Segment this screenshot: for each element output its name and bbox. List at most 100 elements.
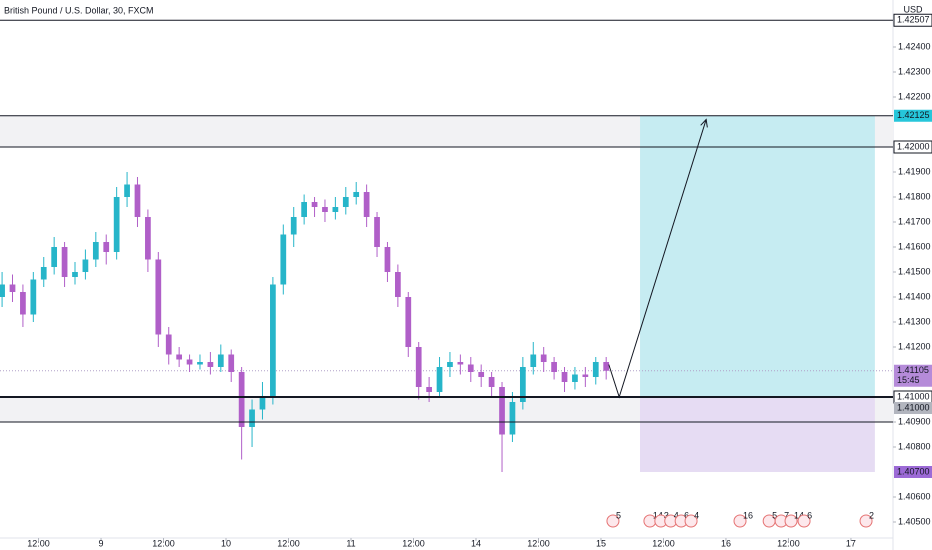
candle-body: [103, 242, 110, 252]
candle-body: [415, 347, 422, 387]
plot: 1.40500 1.40600 1.40800 1.40900 1.41200 1.413…: [0, 13, 932, 548]
x-tick-label: 12:00: [652, 538, 675, 548]
event-icon[interactable]: [684, 514, 698, 528]
event-count: 5: [772, 510, 777, 520]
candle-body: [51, 247, 58, 267]
y-tick-label: 1.40500: [898, 516, 931, 526]
target-price-tag: 1.42125: [897, 110, 930, 120]
x-tick-label: 10: [221, 538, 231, 548]
y-tick-label: 1.40800: [898, 441, 931, 451]
candle-body: [551, 362, 557, 372]
candle-body: [228, 354, 235, 372]
event-count: 6: [807, 510, 812, 520]
candle-body: [447, 362, 453, 367]
event-icon[interactable]: [797, 514, 811, 528]
event-count: 5: [616, 510, 621, 520]
candle-body: [0, 284, 5, 297]
target-price-tag-bg: [894, 109, 932, 122]
candle-body: [603, 362, 610, 371]
line-price-tag-bg: [893, 140, 932, 154]
x-tick-label: 15: [596, 538, 606, 548]
event-icon[interactable]: [859, 514, 873, 528]
x-tick-label: 11: [346, 538, 355, 548]
y-tick-label: 1.42400: [898, 41, 931, 51]
candle-body: [311, 202, 318, 207]
candle-body: [134, 184, 141, 217]
y-tick-label: 1.41900: [898, 166, 931, 176]
current-price-tag: 1.41105: [897, 365, 929, 375]
candle-body: [592, 362, 599, 377]
candle-body: [217, 354, 224, 367]
x-tick-label: 12:00: [402, 538, 425, 548]
candle-body: [561, 372, 568, 382]
candle-body: [165, 334, 172, 355]
event-count: 4: [694, 510, 699, 520]
target-zone: [640, 115, 875, 397]
line-price-tag-bg: [893, 13, 932, 27]
x-tick-label: 12:00: [527, 538, 550, 548]
candle-body: [426, 387, 432, 392]
y-tick-label: 1.41500: [898, 266, 931, 276]
candle-body: [530, 354, 537, 367]
event-count: 6: [684, 510, 689, 520]
candle-body: [61, 247, 68, 277]
candle-body: [113, 197, 120, 252]
candle-body: [572, 374, 578, 382]
line-price-tag: 1.42507: [897, 15, 930, 25]
candle-body: [509, 402, 516, 435]
candle-body: [540, 354, 547, 362]
y-tick-label: 1.41600: [898, 241, 931, 251]
y-tick-label: 1.41300: [898, 316, 931, 326]
line-price-tag: 1.42000: [897, 141, 930, 151]
candle-body: [30, 279, 37, 315]
countdown: 15:45: [897, 375, 920, 385]
candle-body: [488, 377, 495, 387]
x-tick-label: 17: [846, 538, 856, 548]
event-count: 7: [784, 510, 789, 520]
event-count: 16: [743, 510, 753, 520]
event-icon[interactable]: [733, 514, 747, 528]
candle-body: [207, 362, 214, 367]
stop-price-tag: 1.40700: [897, 466, 930, 476]
entry-price-tag-bg: [894, 402, 932, 414]
x-tick-label: 16: [721, 538, 731, 548]
candle-body: [374, 217, 380, 247]
x-tick-label: 12:00: [277, 538, 300, 548]
x-tick-label: 9: [99, 538, 104, 548]
candle-body: [332, 207, 339, 212]
candle-body: [322, 207, 328, 212]
event-count: 2: [869, 510, 874, 520]
event-icon[interactable]: [606, 514, 620, 528]
candle-body: [72, 272, 78, 277]
forecast-arrow: [608, 119, 707, 399]
candle-body: [186, 359, 193, 365]
candle-body: [238, 372, 245, 427]
currency-label: USD: [903, 4, 923, 14]
candle-body: [249, 409, 255, 427]
candle-body: [176, 354, 183, 360]
y-tick-label: 1.41700: [898, 216, 931, 226]
line-price-tag: 1.41000: [897, 391, 930, 401]
stop-zone: [640, 397, 875, 472]
chart-title: British Pound / U.S. Dollar, 30, FXCM: [4, 5, 154, 15]
candle-body: [342, 197, 349, 207]
stop-price-tag-bg: [894, 466, 932, 478]
y-tick-label: 1.40600: [898, 491, 931, 501]
y-tick-label: 1.40900: [898, 416, 931, 426]
candle-body: [259, 397, 266, 410]
candle-body: [395, 272, 401, 297]
x-tick-label: 12:00: [27, 538, 50, 548]
current-price-bg: [894, 364, 932, 387]
x-tick-label: 12:00: [152, 538, 175, 548]
y-tick-label: 1.41800: [898, 191, 931, 201]
candle-body: [353, 192, 360, 197]
event-count: 3: [664, 510, 669, 520]
x-tick-label: 14: [471, 538, 481, 548]
candle-body: [82, 259, 89, 272]
event-count: 4: [674, 510, 679, 520]
candle-body: [124, 184, 130, 197]
event-count: 14: [794, 510, 804, 520]
x-tick-label: 12:00: [777, 538, 800, 548]
event-icon[interactable]: [784, 514, 798, 528]
candle-body: [270, 284, 276, 397]
